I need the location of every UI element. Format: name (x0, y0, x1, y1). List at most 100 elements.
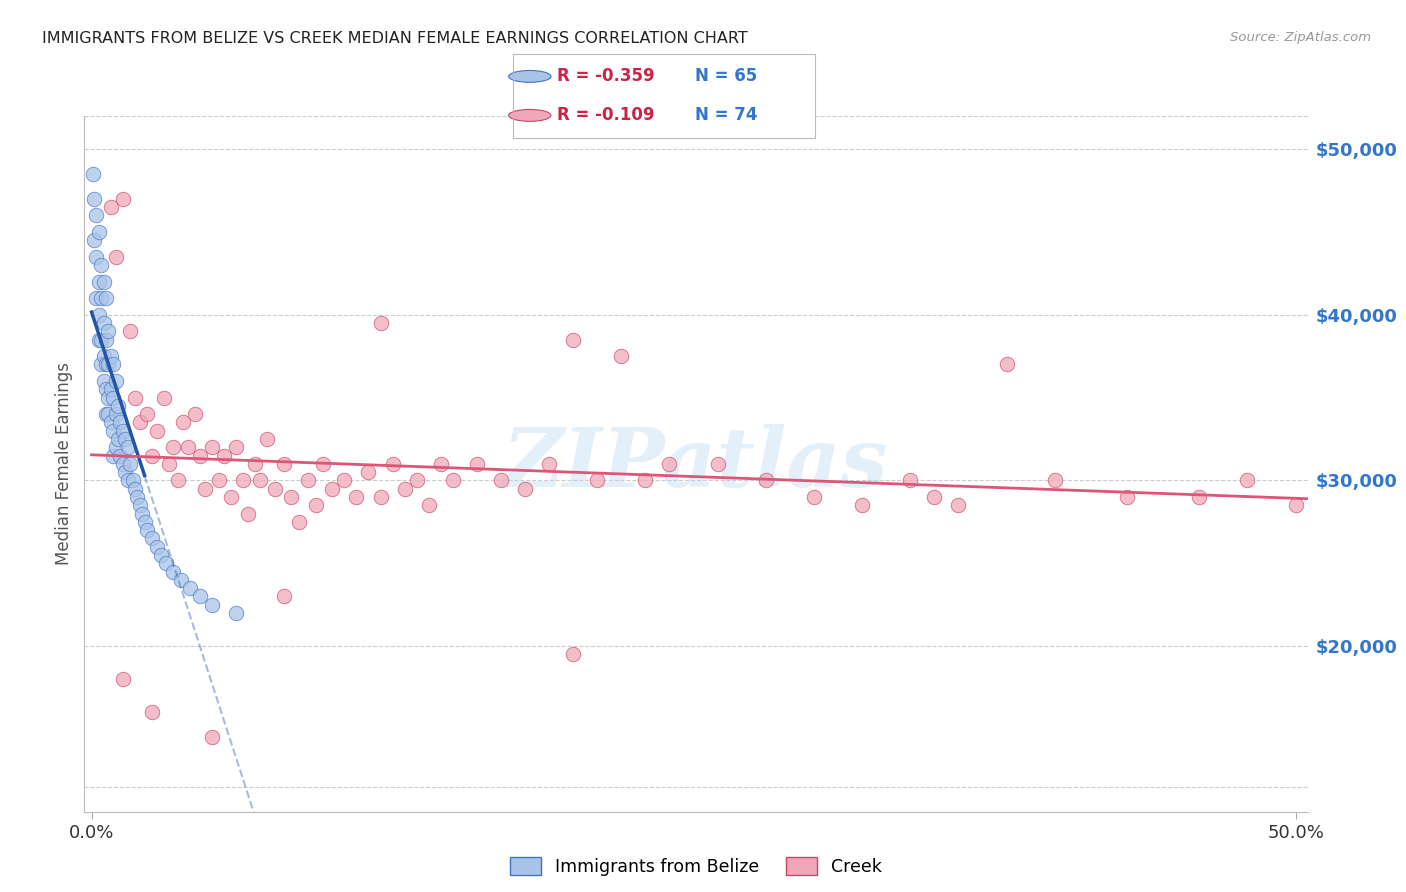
Point (170, 573, 193, 587)
Point (86, 291, 108, 305)
Point (370, 316, 392, 330)
Point (97, 358, 120, 372)
Text: R = -0.109: R = -0.109 (557, 106, 655, 124)
Point (100, 349, 122, 363)
Point (94, 358, 117, 372)
Point (94, 382, 117, 396)
Point (136, 407, 159, 421)
Point (124, 482, 146, 496)
Point (97, 324, 120, 338)
Point (97, 407, 120, 421)
Point (157, 457, 180, 471)
Point (201, 440, 224, 454)
Point (111, 672, 134, 686)
Point (803, 490, 825, 504)
Point (188, 449, 211, 463)
Point (405, 474, 427, 488)
Point (201, 598, 224, 612)
Point (586, 474, 609, 488)
Point (236, 507, 259, 521)
Point (110, 449, 132, 463)
Point (184, 407, 207, 421)
Point (273, 457, 295, 471)
Point (538, 457, 561, 471)
Point (103, 358, 125, 372)
Y-axis label: Median Female Earnings: Median Female Earnings (55, 362, 73, 566)
Point (995, 358, 1018, 372)
Point (141, 532, 163, 546)
Point (346, 490, 368, 504)
Point (225, 440, 247, 454)
Point (706, 457, 728, 471)
Point (562, 648, 585, 662)
Point (127, 490, 149, 504)
Point (394, 482, 416, 496)
Point (83, 192, 105, 206)
Point (128, 416, 150, 430)
Point (111, 457, 134, 471)
Point (610, 349, 633, 363)
Point (263, 482, 285, 496)
Point (104, 440, 127, 454)
Point (93, 374, 115, 388)
Point (333, 474, 356, 488)
Point (117, 440, 139, 454)
Point (208, 474, 231, 488)
Point (755, 474, 778, 488)
Point (104, 250, 127, 264)
Point (90, 358, 112, 372)
Point (225, 606, 247, 620)
Point (100, 416, 122, 430)
Point (304, 498, 326, 512)
Point (117, 474, 139, 488)
Point (100, 382, 122, 396)
Point (94, 291, 117, 305)
Point (179, 581, 201, 595)
Point (104, 374, 127, 388)
Point (312, 457, 335, 471)
Point (131, 507, 153, 521)
Text: N = 65: N = 65 (695, 68, 756, 86)
Point (107, 399, 129, 413)
Point (1284, 498, 1306, 512)
Point (114, 465, 136, 479)
Point (141, 706, 163, 720)
Point (114, 432, 136, 446)
Point (87, 333, 110, 347)
Point (103, 424, 125, 438)
Point (162, 440, 184, 454)
Point (97, 391, 120, 405)
Point (87, 308, 110, 322)
Point (94, 407, 117, 421)
Point (1043, 474, 1066, 488)
Point (245, 457, 267, 471)
Text: IMMIGRANTS FROM BELIZE VS CREEK MEDIAN FEMALE EARNINGS CORRELATION CHART: IMMIGRANTS FROM BELIZE VS CREEK MEDIAN F… (42, 31, 748, 46)
Point (94, 333, 117, 347)
Point (110, 416, 132, 430)
Point (87, 225, 110, 239)
Point (100, 200, 122, 214)
Point (658, 457, 681, 471)
Point (357, 465, 380, 479)
Point (90, 333, 112, 347)
Point (634, 474, 657, 488)
Point (273, 590, 295, 604)
Point (232, 474, 254, 488)
Point (194, 482, 217, 496)
Point (103, 391, 125, 405)
Point (1116, 490, 1139, 504)
Circle shape (509, 110, 551, 121)
Point (90, 258, 112, 272)
Point (287, 515, 309, 529)
Point (86, 208, 108, 222)
Point (1188, 490, 1211, 504)
Point (124, 391, 146, 405)
Point (280, 490, 302, 504)
Text: R = -0.359: R = -0.359 (557, 68, 655, 86)
Point (381, 457, 404, 471)
Point (134, 515, 156, 529)
Point (212, 449, 235, 463)
Text: N = 74: N = 74 (695, 106, 756, 124)
Point (153, 391, 176, 405)
Point (111, 192, 134, 206)
